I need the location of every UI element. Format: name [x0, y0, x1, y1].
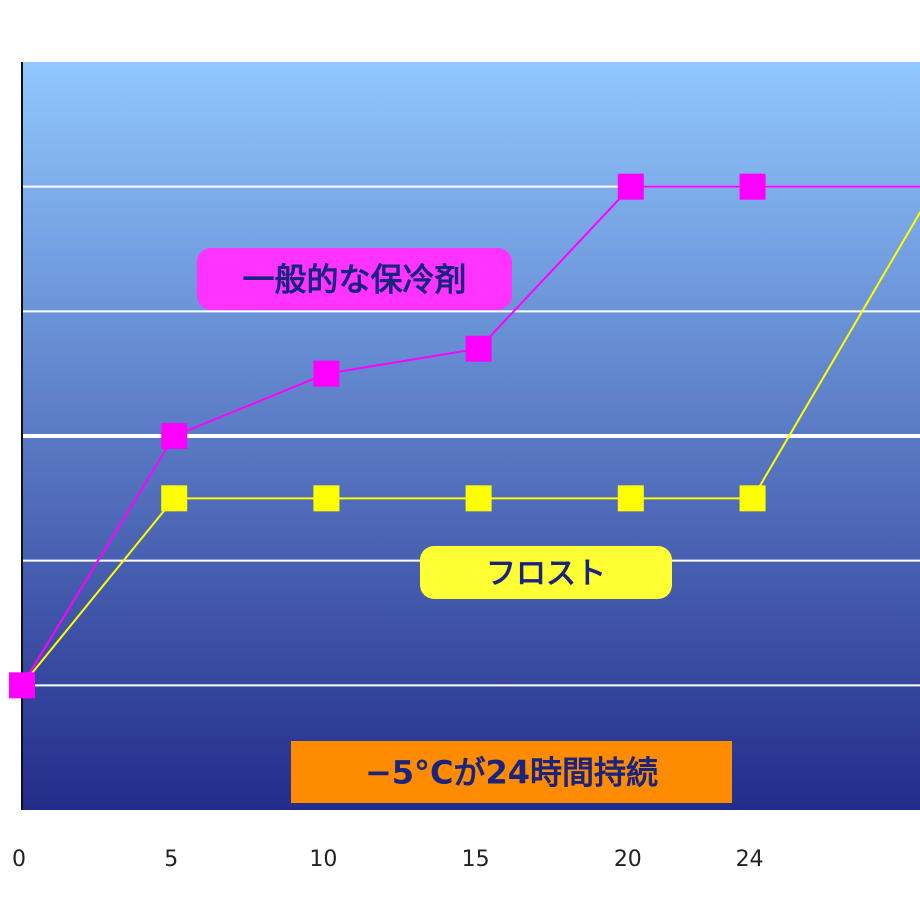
- data-point-general: [161, 423, 188, 449]
- data-point-general: [617, 173, 644, 200]
- series-markers: [9, 173, 766, 699]
- x-tick-label: 15: [462, 847, 490, 872]
- annotation-note-box: [291, 741, 732, 803]
- annotation-frost-label: フロスト: [486, 556, 606, 591]
- data-point-frost: [465, 485, 492, 512]
- annotation-frost: フロスト: [420, 546, 672, 599]
- x-tick-labels: 0 5 10 15 20 24: [12, 847, 764, 872]
- annotation-general-box: [197, 248, 512, 310]
- x-tick-label: 20: [614, 847, 642, 872]
- data-point-frost: [739, 485, 766, 512]
- data-point-general: [313, 360, 340, 387]
- data-point-frost: [617, 485, 644, 512]
- data-point-general: [465, 335, 492, 362]
- annotation-frost-box: [420, 546, 672, 599]
- data-point-frost: [161, 485, 188, 512]
- x-tick-label: 10: [309, 847, 337, 872]
- x-tick-label: 5: [164, 847, 178, 872]
- annotation-general: 一般的な保冷剤: [197, 248, 512, 310]
- data-point-general: [739, 173, 766, 200]
- annotation-general-label: 一般的な保冷剤: [242, 261, 466, 299]
- x-tick-label: 24: [736, 847, 764, 872]
- data-point-general: [9, 672, 35, 699]
- annotation-note: −5°Cが24時間持続: [291, 741, 732, 803]
- annotations: 一般的な保冷剤 フロスト −5°Cが24時間持続: [197, 248, 732, 803]
- data-point-frost: [313, 485, 340, 512]
- annotation-note-label: −5°Cが24時間持続: [365, 754, 658, 792]
- x-tick-label: 0: [12, 847, 26, 872]
